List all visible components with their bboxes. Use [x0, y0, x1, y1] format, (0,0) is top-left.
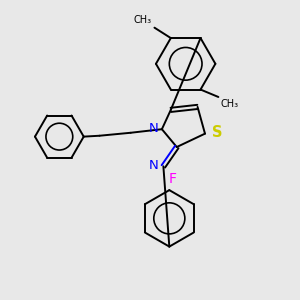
Text: CH₃: CH₃	[134, 15, 152, 25]
Text: S: S	[212, 125, 222, 140]
Text: N: N	[149, 159, 159, 172]
Text: CH₃: CH₃	[221, 99, 239, 110]
Text: N: N	[148, 122, 158, 135]
Text: F: F	[168, 172, 176, 186]
